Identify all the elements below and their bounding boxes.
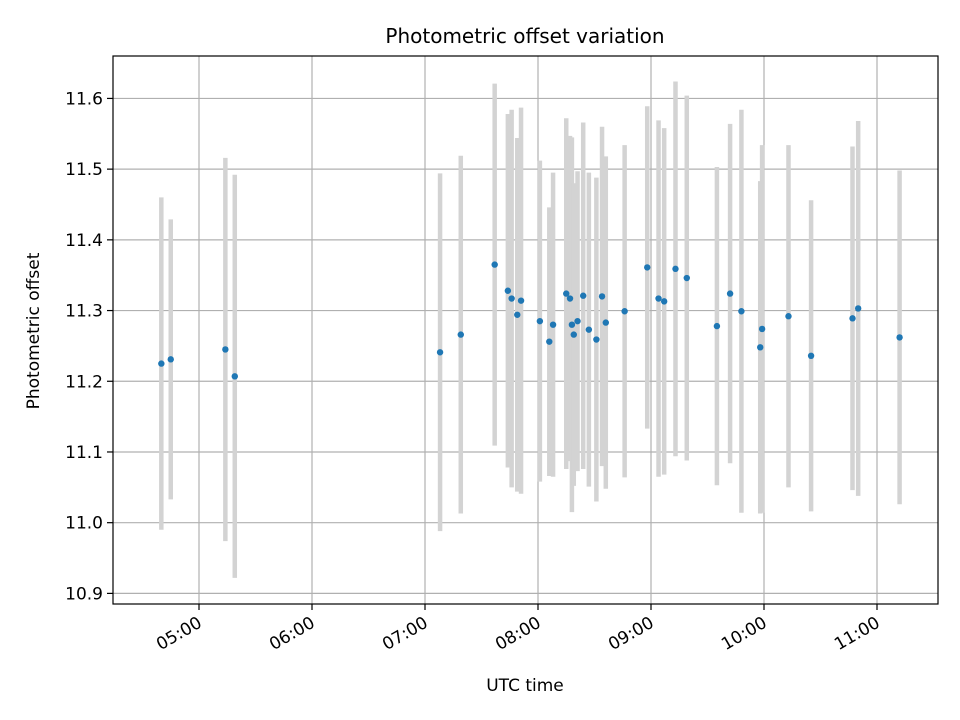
data-point — [593, 336, 600, 343]
data-point — [566, 295, 574, 302]
data-point — [738, 308, 745, 315]
data-point — [854, 305, 862, 312]
data-point — [514, 311, 521, 318]
data-points — [158, 261, 903, 380]
data-point — [517, 297, 525, 304]
data-point — [644, 264, 651, 271]
data-point — [683, 274, 690, 282]
y-tick-label: 11.1 — [65, 443, 103, 463]
y-tick-label: 11.3 — [65, 302, 103, 322]
data-point — [222, 346, 229, 353]
data-point — [807, 352, 815, 360]
y-tick-label: 11.2 — [65, 372, 103, 392]
data-point — [598, 293, 606, 300]
data-point — [491, 261, 498, 268]
data-point — [436, 349, 444, 356]
data-point — [758, 325, 766, 333]
data-point — [504, 287, 512, 294]
data-point — [457, 331, 464, 338]
data-point — [158, 360, 165, 367]
data-point — [621, 308, 628, 315]
data-point — [167, 356, 174, 363]
y-axis-label: Photometric offset — [24, 252, 44, 409]
data-point — [602, 319, 609, 326]
data-point — [568, 321, 576, 328]
data-point — [655, 295, 662, 302]
data-point — [508, 295, 515, 302]
data-point — [757, 344, 764, 351]
y-tick-label: 11.5 — [65, 160, 103, 180]
plot-frame — [112, 55, 939, 605]
data-point — [580, 292, 587, 299]
x-axis-label: UTC time — [486, 676, 564, 696]
data-point — [896, 334, 903, 341]
data-point — [574, 317, 581, 325]
y-tick-label: 11.6 — [65, 89, 103, 109]
data-point — [231, 373, 238, 380]
data-point — [563, 290, 570, 297]
data-point — [713, 322, 721, 330]
y-axis-ticks: 10.9 11.0 11.1 11.2 11.3 11.4 11.5 11.6 — [65, 89, 113, 604]
data-point — [672, 265, 679, 273]
data-point — [536, 317, 544, 325]
data-point — [785, 313, 792, 320]
data-point — [546, 338, 553, 345]
y-tick-label: 11.0 — [65, 514, 103, 534]
data-point — [585, 326, 593, 333]
data-point — [549, 321, 557, 328]
data-point — [570, 331, 577, 338]
y-tick-label: 10.9 — [65, 584, 103, 604]
data-point — [726, 290, 734, 297]
data-point — [660, 298, 668, 305]
data-point — [849, 315, 856, 322]
y-tick-label: 11.4 — [65, 231, 103, 251]
chart-title: Photometric offset variation — [385, 24, 664, 48]
